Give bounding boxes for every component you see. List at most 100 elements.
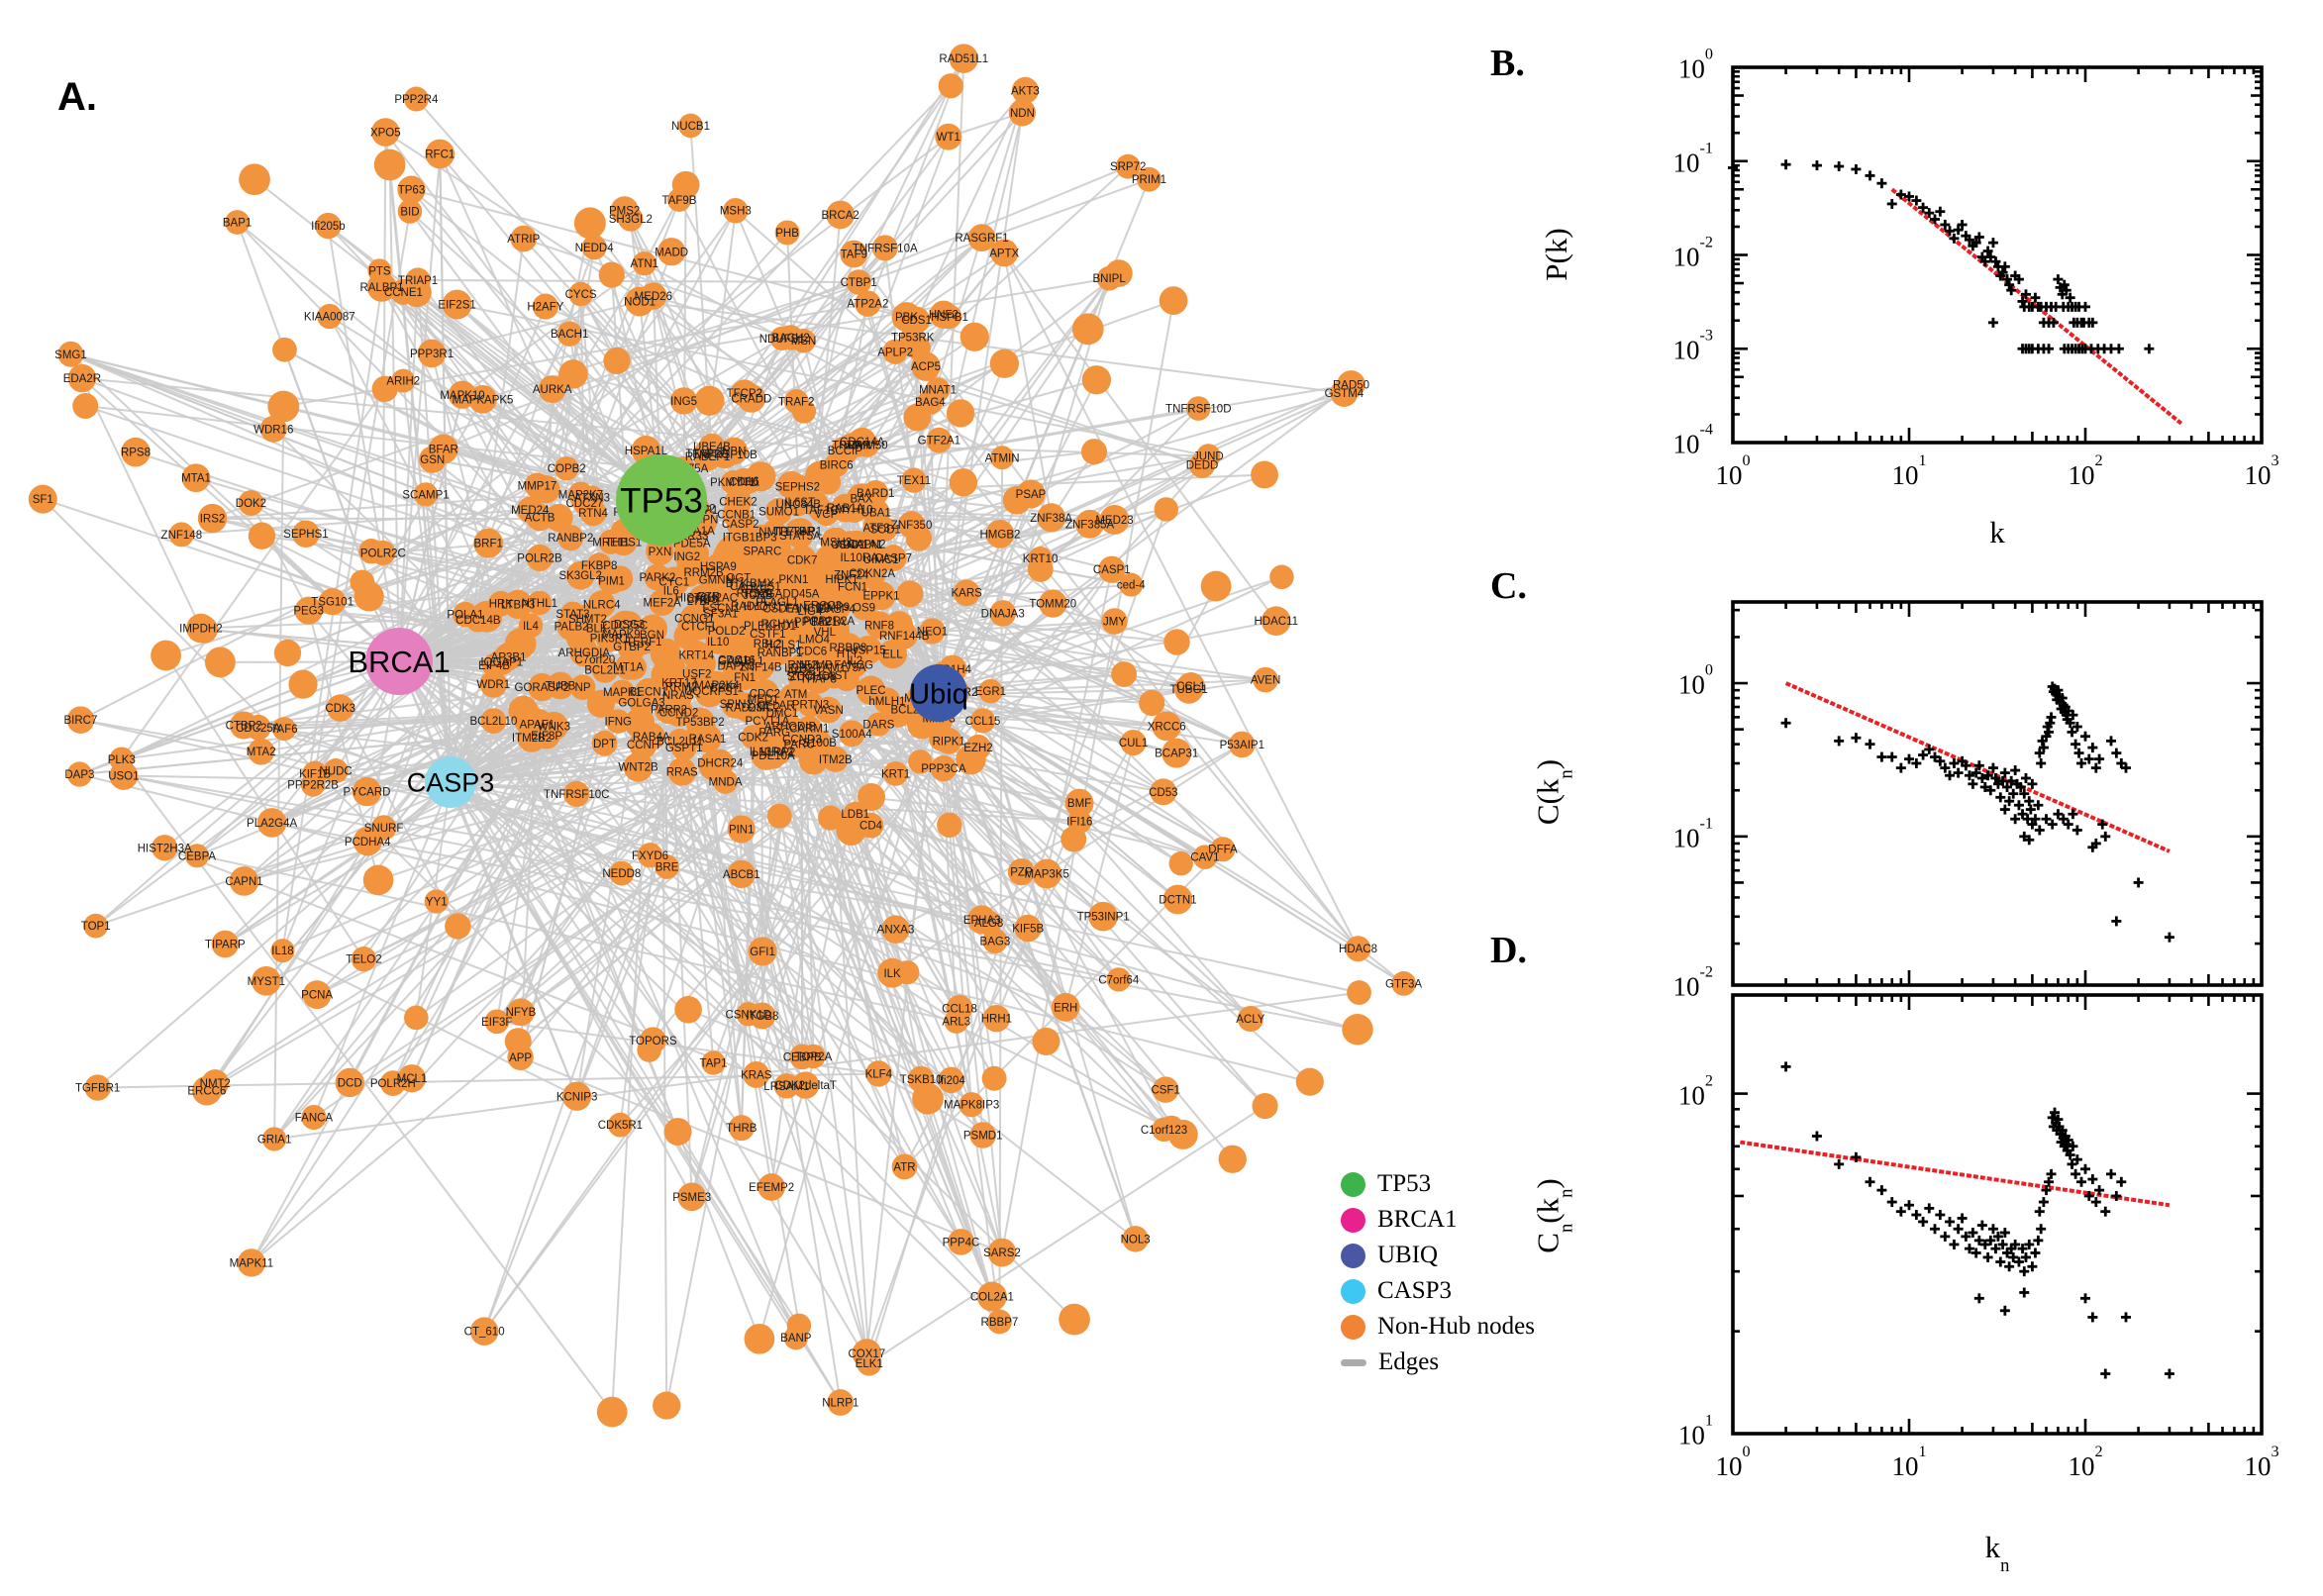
network-node[interactable] bbox=[609, 860, 635, 886]
network-node[interactable] bbox=[197, 503, 228, 534]
network-node[interactable] bbox=[621, 654, 648, 680]
network-node[interactable] bbox=[1080, 439, 1108, 465]
network-node[interactable] bbox=[1295, 1067, 1324, 1096]
network-node[interactable] bbox=[358, 538, 384, 564]
network-node[interactable] bbox=[720, 470, 746, 495]
network-node[interactable] bbox=[1106, 967, 1131, 992]
network-node[interactable] bbox=[1330, 379, 1359, 407]
network-node[interactable] bbox=[469, 1317, 499, 1346]
network-node[interactable] bbox=[248, 738, 275, 765]
network-node[interactable] bbox=[836, 815, 866, 846]
network-node[interactable] bbox=[319, 588, 347, 616]
network-node[interactable] bbox=[83, 913, 109, 939]
network-node[interactable] bbox=[663, 1118, 692, 1147]
network-node[interactable] bbox=[425, 139, 455, 169]
network-node[interactable] bbox=[827, 1389, 855, 1416]
network-node[interactable] bbox=[565, 560, 595, 590]
network-node[interactable] bbox=[181, 463, 211, 493]
network-node[interactable] bbox=[960, 322, 989, 351]
network-node[interactable] bbox=[397, 199, 423, 224]
network-node[interactable] bbox=[510, 225, 538, 252]
network-node[interactable] bbox=[1027, 556, 1054, 582]
network-node[interactable] bbox=[949, 468, 978, 497]
network-node[interactable] bbox=[946, 399, 975, 428]
network-node[interactable] bbox=[1014, 914, 1042, 943]
network-node[interactable] bbox=[168, 522, 194, 548]
network-node[interactable] bbox=[987, 1309, 1012, 1335]
network-node[interactable] bbox=[1060, 826, 1087, 852]
network-node[interactable] bbox=[903, 403, 932, 432]
network-node[interactable] bbox=[1120, 730, 1147, 756]
network-node[interactable] bbox=[674, 996, 702, 1024]
network-node[interactable] bbox=[1342, 1014, 1373, 1046]
network-node[interactable] bbox=[990, 239, 1019, 267]
network-node[interactable] bbox=[855, 290, 881, 317]
network-node[interactable] bbox=[413, 482, 439, 507]
network-node[interactable] bbox=[72, 393, 99, 419]
network-node[interactable] bbox=[563, 780, 590, 807]
network-node[interactable] bbox=[949, 44, 978, 73]
network-node[interactable] bbox=[606, 614, 635, 643]
network-node[interactable] bbox=[727, 859, 756, 889]
network-node[interactable] bbox=[623, 751, 654, 782]
network-node[interactable] bbox=[895, 960, 920, 985]
network-node[interactable] bbox=[1391, 971, 1416, 996]
network-node[interactable] bbox=[777, 470, 806, 499]
network-node[interactable] bbox=[748, 937, 777, 966]
network-node[interactable] bbox=[229, 866, 259, 896]
network-node[interactable] bbox=[1008, 99, 1037, 127]
network-node[interactable] bbox=[397, 1064, 427, 1093]
network-node[interactable] bbox=[838, 720, 865, 748]
network-node[interactable] bbox=[442, 289, 472, 320]
network-node[interactable] bbox=[818, 805, 844, 831]
network-node[interactable] bbox=[184, 844, 210, 868]
network-node[interactable] bbox=[658, 578, 684, 603]
network-node[interactable] bbox=[671, 170, 700, 199]
network-node[interactable] bbox=[484, 1009, 510, 1035]
network-node[interactable] bbox=[902, 306, 931, 334]
network-node[interactable] bbox=[676, 561, 702, 587]
network-node[interactable] bbox=[905, 525, 933, 551]
network-node[interactable] bbox=[650, 638, 681, 669]
network-node[interactable] bbox=[930, 754, 958, 782]
network-node[interactable] bbox=[565, 623, 596, 652]
network-node[interactable] bbox=[362, 864, 394, 896]
network-node[interactable] bbox=[638, 614, 668, 645]
network-node[interactable] bbox=[473, 528, 504, 558]
network-node[interactable] bbox=[403, 86, 429, 112]
network-node[interactable] bbox=[528, 673, 556, 702]
network-node[interactable] bbox=[84, 1074, 111, 1101]
network-node[interactable] bbox=[677, 609, 709, 641]
network-node[interactable] bbox=[1218, 1145, 1247, 1173]
network-node[interactable] bbox=[1237, 1006, 1263, 1033]
network-node[interactable] bbox=[865, 1060, 892, 1087]
network-node[interactable] bbox=[1075, 509, 1104, 539]
network-node[interactable] bbox=[678, 113, 703, 139]
network-node[interactable] bbox=[1150, 778, 1177, 806]
network-node[interactable] bbox=[569, 674, 596, 701]
network-node[interactable] bbox=[669, 387, 698, 415]
network-node[interactable] bbox=[397, 175, 426, 204]
network-node[interactable] bbox=[667, 757, 696, 786]
network-node[interactable] bbox=[568, 281, 593, 307]
network-node[interactable] bbox=[975, 910, 1002, 936]
network-node[interactable] bbox=[946, 994, 973, 1022]
network-node[interactable] bbox=[1253, 666, 1278, 693]
network-node[interactable] bbox=[504, 1028, 532, 1055]
network-node[interactable] bbox=[990, 446, 1015, 470]
network-node[interactable] bbox=[353, 827, 382, 856]
network-node[interactable] bbox=[267, 390, 300, 423]
network-node[interactable] bbox=[896, 580, 924, 608]
network-node[interactable] bbox=[746, 461, 776, 492]
network-node[interactable] bbox=[1229, 731, 1256, 758]
network-node[interactable] bbox=[256, 808, 287, 838]
network-node[interactable] bbox=[956, 744, 986, 775]
network-node[interactable] bbox=[532, 293, 558, 320]
network-node[interactable] bbox=[728, 1115, 755, 1142]
network-node[interactable] bbox=[151, 640, 181, 671]
network-node[interactable] bbox=[891, 1153, 918, 1180]
network-node[interactable] bbox=[480, 708, 507, 734]
network-node[interactable] bbox=[503, 589, 533, 620]
network-node[interactable] bbox=[301, 1104, 327, 1131]
network-node[interactable] bbox=[66, 706, 95, 734]
